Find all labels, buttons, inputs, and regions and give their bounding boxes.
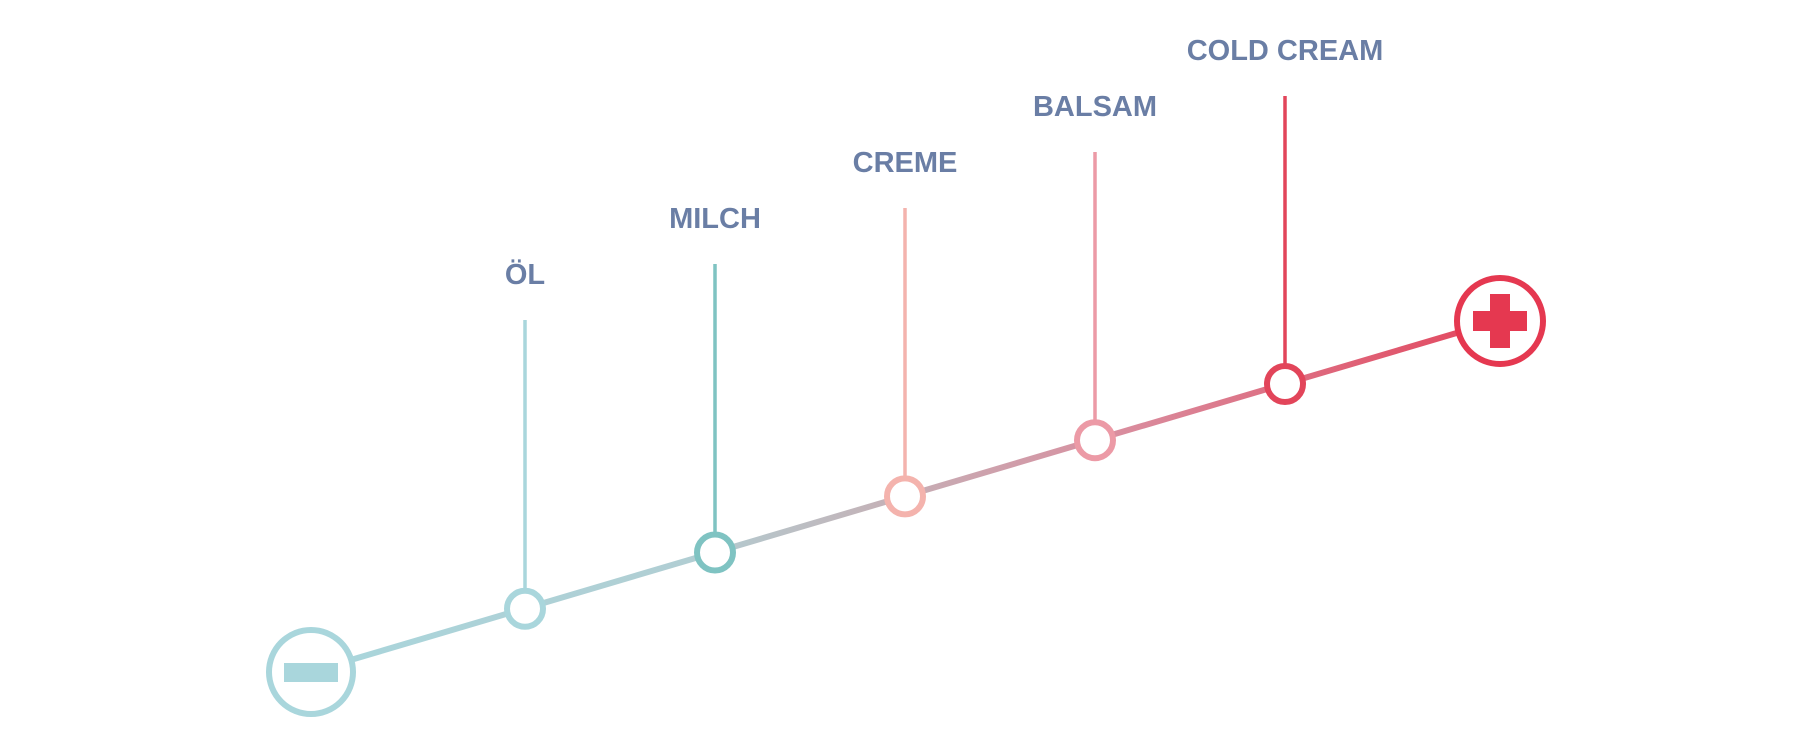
stage-label: MILCH xyxy=(669,203,761,235)
minus-icon xyxy=(284,663,338,682)
stage-marker xyxy=(504,587,546,630)
minus-endpoint xyxy=(266,627,356,717)
stage-milch: MILCH xyxy=(669,203,761,574)
stage-marker xyxy=(884,475,926,518)
plus-endpoint xyxy=(1454,275,1546,367)
stage-marker xyxy=(1264,363,1306,406)
stage-balsam: BALSAM xyxy=(1033,91,1157,462)
stage-creme: CREME xyxy=(853,147,958,518)
stage--l: ÖL xyxy=(504,258,546,630)
stages-layer: ÖL MILCH CREME BALSAM COLD CREAM xyxy=(504,35,1384,630)
stage-marker xyxy=(694,531,736,574)
stage-label: COLD CREAM xyxy=(1187,35,1384,67)
stage-label: ÖL xyxy=(505,258,545,291)
stage-label: BALSAM xyxy=(1033,91,1157,123)
stage-label: CREME xyxy=(853,147,958,179)
stage-marker xyxy=(1074,419,1116,462)
plus-icon xyxy=(1473,294,1527,348)
stage-cold-cream: COLD CREAM xyxy=(1187,35,1384,406)
